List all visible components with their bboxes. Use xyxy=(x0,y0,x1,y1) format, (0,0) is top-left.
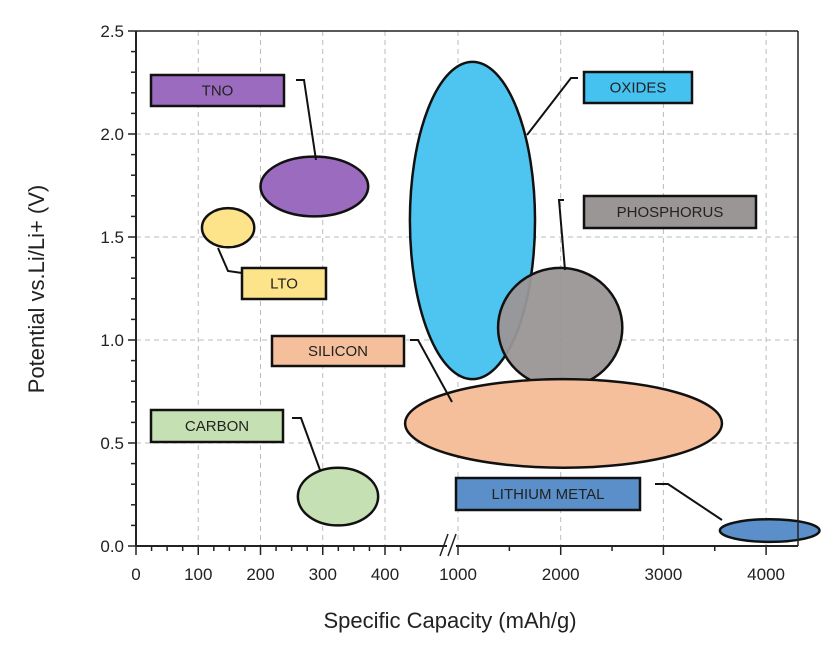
label-text-phosphorus: PHOSPHORUS xyxy=(617,204,724,221)
label-box-carbon xyxy=(149,408,285,444)
label-box-oxides xyxy=(582,70,694,105)
label-box-tno xyxy=(149,73,286,108)
y-tick-label: 2.5 xyxy=(100,22,124,41)
region-carbon xyxy=(296,466,380,527)
y-tick-label: 2.0 xyxy=(100,125,124,144)
y-tick-label: 0.0 xyxy=(100,537,124,556)
region-lto xyxy=(200,206,256,249)
label-text-tno: TNO xyxy=(202,83,234,100)
label-box-lto xyxy=(240,266,328,301)
label-text-carbon: CARBON xyxy=(185,418,249,435)
region-labels: TNO LTO CARBON OXIDES PHOSPHORUS SILICON LITHI… xyxy=(149,70,758,512)
x-tick-label: 300 xyxy=(309,565,337,584)
label-text-lithium-metal: LITHIUM METAL xyxy=(491,486,604,503)
x-tick-label: 4000 xyxy=(747,565,785,584)
leader-lines xyxy=(217,77,723,521)
x-tick-label: 0 xyxy=(131,565,140,584)
region-silicon xyxy=(403,377,724,469)
label-box-lithium-metal xyxy=(454,476,642,512)
y-tick-label: 1.0 xyxy=(100,331,124,350)
leader-phosphorus xyxy=(557,199,566,271)
y-axis-title: Potential vs.Li/Li+ (V) xyxy=(24,185,49,393)
region-tno xyxy=(259,155,370,218)
label-box-phosphorus xyxy=(582,194,758,230)
label-text-oxides: OXIDES xyxy=(610,80,667,97)
y-tick-label: 1.5 xyxy=(100,228,124,247)
x-tick-label: 100 xyxy=(184,565,212,584)
x-tick-label: 3000 xyxy=(644,565,682,584)
leader-lithium-metal xyxy=(655,483,723,521)
axis-break-mark xyxy=(447,533,457,557)
leader-oxides xyxy=(526,77,578,136)
x-tick-label: 2000 xyxy=(542,565,580,584)
leader-carbon xyxy=(292,417,321,471)
x-axis-title: Specific Capacity (mAh/g) xyxy=(323,608,576,633)
region-phosphorus xyxy=(496,266,624,389)
x-tick-label: 400 xyxy=(371,565,399,584)
label-text-lto: LTO xyxy=(270,276,298,293)
leader-silicon xyxy=(410,339,453,403)
region-lithium-metal xyxy=(718,517,821,544)
x-tick-label: 200 xyxy=(246,565,274,584)
label-box-silicon xyxy=(270,334,406,368)
axis-break-mark xyxy=(439,533,449,557)
leader-lto xyxy=(217,247,243,274)
x-tick-label: 1000 xyxy=(439,565,477,584)
leader-tno xyxy=(296,79,317,161)
label-text-silicon: SILICON xyxy=(308,343,368,360)
axes: 0.0 0.5 1.0 1.5 2.0 2.5 0 100 200 300 400 1000 2000 3… xyxy=(100,22,799,584)
regions xyxy=(200,60,821,544)
y-tick-label: 0.5 xyxy=(100,434,124,453)
